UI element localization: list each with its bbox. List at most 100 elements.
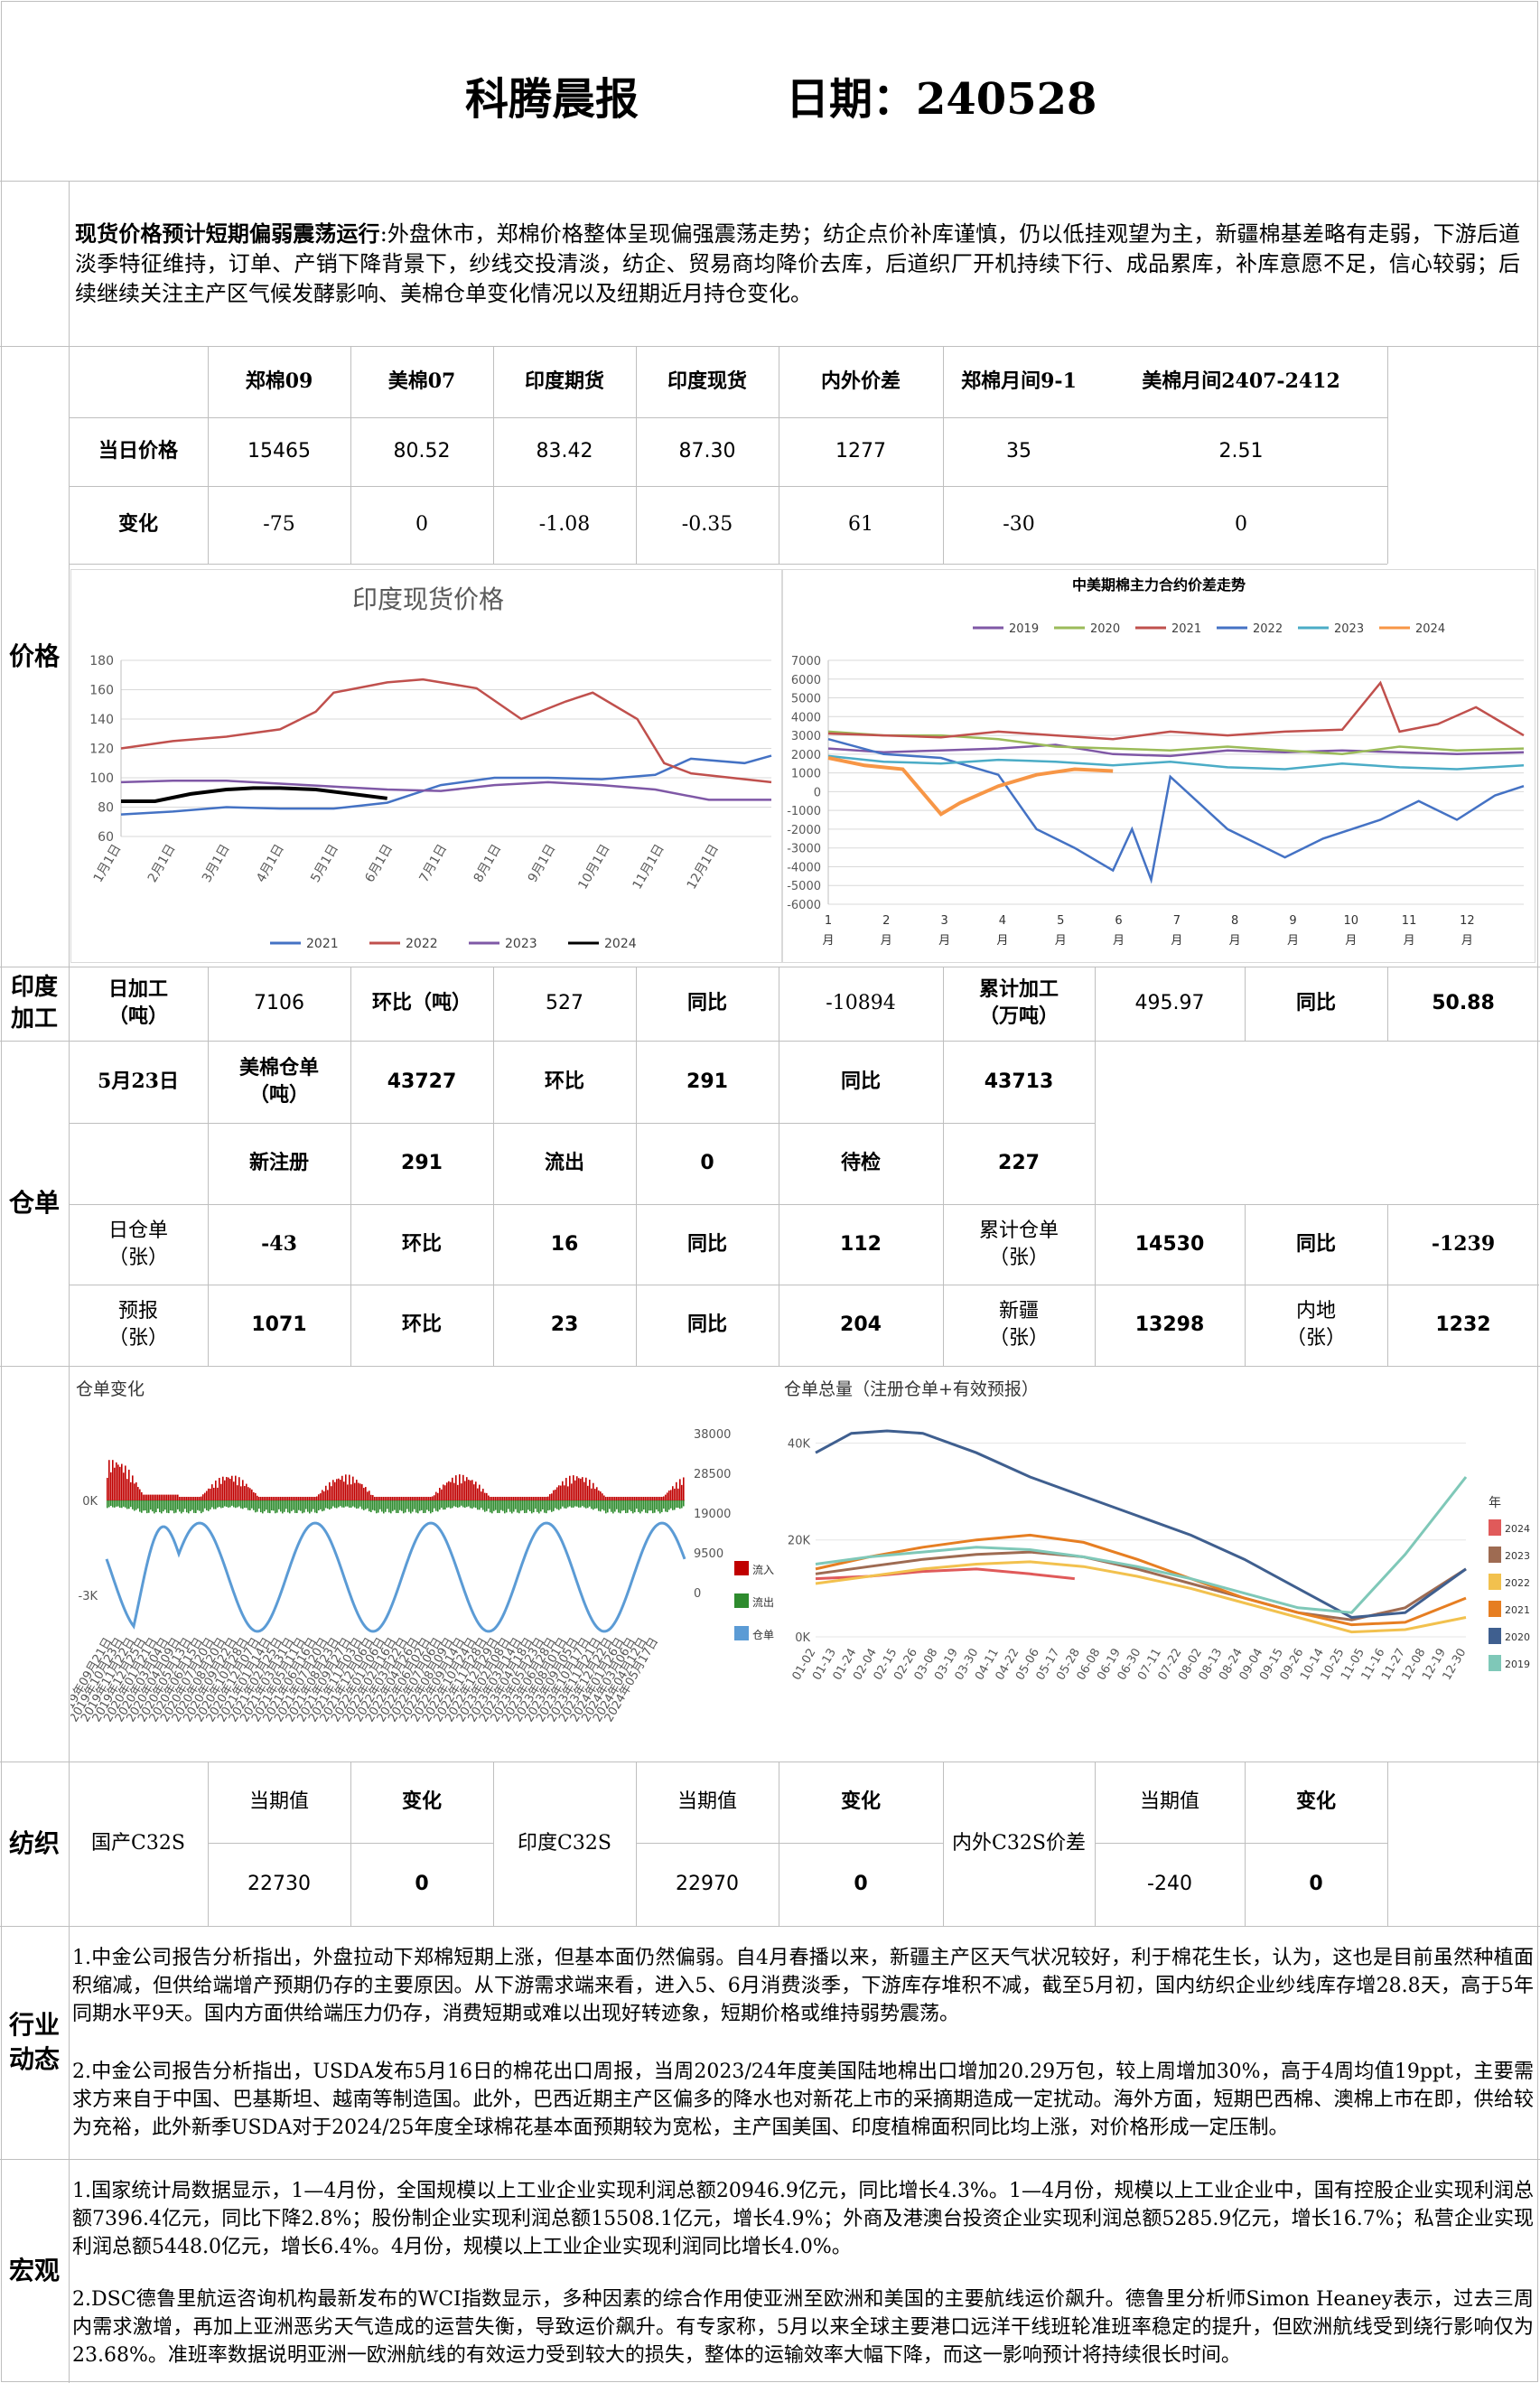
inflow-bar xyxy=(191,1497,193,1500)
outflow-bar xyxy=(125,1500,126,1508)
legend-swatch xyxy=(734,1593,749,1608)
inflow-bar xyxy=(641,1497,643,1500)
inflow-bar xyxy=(358,1482,359,1500)
inflow-bar xyxy=(556,1487,558,1500)
wr-new: 291 xyxy=(401,1152,443,1175)
inflow-bar xyxy=(157,1494,159,1500)
outflow-bar xyxy=(191,1500,193,1510)
outflow-bar xyxy=(399,1500,401,1510)
industry-news-2: 2.中金公司报告分析指出，USDA发布5月16日的棉花出口周报，当周2023/2… xyxy=(72,2061,1534,2139)
inflow-bar xyxy=(475,1481,477,1500)
inflow-bar xyxy=(491,1497,493,1500)
outflow-bar xyxy=(325,1500,327,1509)
outflow-bar xyxy=(410,1500,412,1514)
inflow-bar xyxy=(148,1494,150,1500)
outflow-bar xyxy=(173,1500,175,1514)
inflow-bar xyxy=(611,1497,612,1500)
x-tick-label: 8月1日 xyxy=(471,842,505,885)
outflow-bar xyxy=(390,1500,392,1514)
inflow-bar xyxy=(188,1497,190,1500)
legend-swatch xyxy=(1489,1601,1501,1617)
inflow-bar xyxy=(508,1497,509,1500)
outflow-bar xyxy=(143,1500,145,1511)
outflow-bar xyxy=(242,1500,244,1509)
outflow-bar xyxy=(266,1500,267,1510)
inflow-bar xyxy=(311,1497,313,1500)
outflow-bar xyxy=(110,1500,112,1507)
inflow-bar xyxy=(327,1490,329,1500)
inflow-bar xyxy=(580,1478,582,1500)
y-tick-label: 0K xyxy=(82,1495,98,1509)
outflow-bar xyxy=(415,1500,417,1513)
outflow-bar xyxy=(179,1500,181,1512)
outflow-bar xyxy=(282,1500,284,1514)
inflow-bar xyxy=(639,1497,641,1500)
y-tick-label: 19000 xyxy=(694,1508,731,1521)
inflow-bar xyxy=(374,1497,376,1500)
wr-daily-mom-label: 环比 xyxy=(401,1231,442,1256)
wr-inland-label: 内地 （张） xyxy=(1285,1300,1346,1350)
col-line xyxy=(1387,967,1388,1041)
inflow-bar xyxy=(620,1497,621,1500)
outflow-bar xyxy=(634,1500,636,1513)
inflow-bar xyxy=(453,1482,455,1500)
inflow-bar xyxy=(179,1497,181,1500)
legend-label: 2021 xyxy=(306,937,339,951)
inflow-bar xyxy=(670,1490,672,1500)
outflow-bar xyxy=(119,1500,121,1509)
inflow-bar xyxy=(349,1474,350,1500)
outflow-bar xyxy=(401,1500,403,1511)
outflow-bar xyxy=(300,1500,302,1511)
inflow-bar xyxy=(535,1497,537,1500)
outflow-bar xyxy=(264,1500,266,1512)
inflow-bar xyxy=(112,1460,114,1500)
outflow-bar xyxy=(551,1500,553,1512)
x-tick-label: 12 月 xyxy=(1460,914,1475,948)
outflow-bar xyxy=(385,1500,387,1512)
col-line xyxy=(636,1041,637,1366)
y-tick-label: 2000 xyxy=(791,749,821,762)
col-line xyxy=(636,967,637,1041)
textile-spread-label: 内外C32S价差 xyxy=(952,1832,1086,1855)
inflow-bar xyxy=(499,1497,500,1500)
inflow-bar xyxy=(630,1497,632,1500)
inflow-bar xyxy=(249,1488,251,1500)
wr-new-label: 新注册 xyxy=(248,1151,309,1175)
inflow-bar xyxy=(258,1497,260,1500)
y-tick-label: 0 xyxy=(694,1587,701,1601)
outflow-bar xyxy=(123,1500,125,1507)
wr-us-yoy-label: 同比 xyxy=(840,1069,881,1093)
wr-xinjiang-label: 新疆 （张） xyxy=(988,1300,1049,1350)
outflow-bar xyxy=(652,1500,654,1514)
outflow-bar xyxy=(663,1500,665,1509)
inflow-bar xyxy=(513,1497,515,1500)
outflow-bar xyxy=(475,1500,477,1509)
inflow-bar xyxy=(457,1484,459,1500)
col-line xyxy=(636,1762,637,1926)
outflow-bar xyxy=(638,1500,639,1512)
inflow-bar xyxy=(117,1464,119,1500)
inflow-bar xyxy=(210,1488,211,1500)
outflow-bar xyxy=(661,1500,663,1512)
inflow-bar xyxy=(587,1485,589,1500)
price-header: 郑棉月间9-1 xyxy=(961,369,1077,393)
outflow-bar xyxy=(502,1500,504,1511)
inflow-bar xyxy=(285,1497,287,1500)
outflow-bar xyxy=(271,1500,273,1511)
outflow-bar xyxy=(526,1500,527,1513)
inflow-bar xyxy=(399,1497,401,1500)
inflow-bar xyxy=(415,1497,417,1500)
inflow-bar xyxy=(667,1492,668,1500)
inflow-bar xyxy=(596,1487,598,1500)
outflow-bar xyxy=(540,1500,542,1512)
outflow-bar xyxy=(219,1500,220,1508)
outflow-bar xyxy=(574,1500,576,1507)
outflow-bar xyxy=(497,1500,499,1513)
inflow-bar xyxy=(367,1491,369,1500)
inflow-bar xyxy=(598,1490,600,1500)
outflow-bar xyxy=(345,1500,347,1507)
outflow-bar xyxy=(184,1500,186,1509)
outflow-bar xyxy=(517,1500,518,1513)
